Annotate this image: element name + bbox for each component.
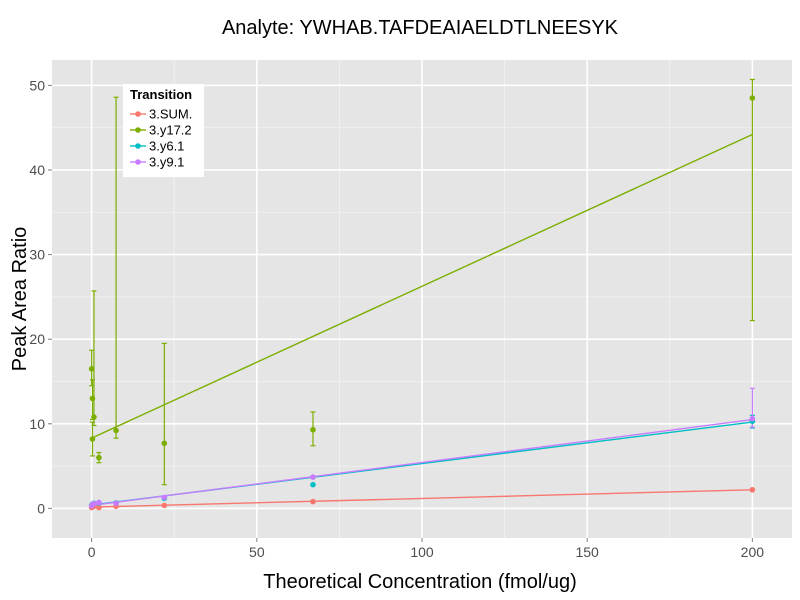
legend-label: 3.y9.1 <box>149 155 184 170</box>
legend-entry: 3.y17.2 <box>130 123 192 138</box>
legend-key-point <box>135 111 141 117</box>
legend: Transition 3.SUM.3.y17.23.y6.13.y9.1 <box>123 84 204 177</box>
error-bar <box>91 290 97 427</box>
data-point <box>161 494 168 501</box>
legend-items: 3.SUM.3.y17.23.y6.13.y9.1 <box>130 107 192 170</box>
error-bar <box>749 78 755 322</box>
fit-lines <box>91 133 753 508</box>
legend-label: 3.y17.2 <box>149 123 192 138</box>
fit-line <box>91 418 753 507</box>
data-point <box>113 427 119 434</box>
y-tick-label: 50 <box>29 77 45 93</box>
data-point <box>113 500 119 507</box>
legend-label: 3.SUM. <box>149 107 192 122</box>
y-tick-label: 20 <box>29 331 45 347</box>
data-point <box>310 498 316 505</box>
data-points <box>88 95 756 511</box>
y-tick-label: 40 <box>29 162 45 178</box>
legend-title: Transition <box>130 87 192 102</box>
data-point <box>89 436 96 442</box>
legend-key-point <box>135 127 141 133</box>
data-point <box>161 440 168 447</box>
x-axis-ticks: 0 50 100 150 200 <box>88 538 765 560</box>
data-point <box>96 499 102 506</box>
x-tick-label: 100 <box>410 544 434 560</box>
data-point <box>310 481 316 488</box>
legend-label: 3.y6.1 <box>149 139 184 154</box>
data-point <box>310 426 316 433</box>
legend-key-point <box>135 143 141 149</box>
data-point <box>91 500 97 507</box>
x-axis-title: Theoretical Concentration (fmol/ug) <box>263 571 576 593</box>
data-point <box>749 486 756 493</box>
data-point <box>96 504 102 511</box>
error-bar <box>161 342 167 486</box>
data-point <box>749 95 756 101</box>
y-tick-label: 10 <box>29 416 45 432</box>
legend-entry: 3.y9.1 <box>130 155 184 170</box>
data-point <box>749 415 756 422</box>
error-bar <box>113 96 119 439</box>
x-tick-label: 200 <box>741 544 765 560</box>
data-point <box>96 454 102 461</box>
grid-major <box>52 60 792 538</box>
data-point <box>89 395 96 402</box>
data-point <box>161 502 168 509</box>
x-tick-label: 150 <box>575 544 599 560</box>
y-tick-label: 0 <box>37 500 45 516</box>
x-tick-label: 0 <box>88 544 96 560</box>
fit-line <box>91 133 753 439</box>
data-point <box>91 414 97 420</box>
y-tick-label: 30 <box>29 247 45 263</box>
legend-entry: 3.y6.1 <box>130 139 184 154</box>
fit-line <box>91 489 753 508</box>
legend-entry: 3.SUM. <box>130 107 192 122</box>
data-point <box>310 474 316 480</box>
legend-key-point <box>135 159 141 165</box>
data-point <box>88 365 95 372</box>
chart-title: Analyte: YWHAB.TAFDEAIAELDTLNEESYK <box>222 17 619 39</box>
y-axis-title: Peak Area Ratio <box>9 227 31 372</box>
y-axis-ticks: 0 10 20 30 40 50 <box>29 77 52 516</box>
x-tick-label: 50 <box>249 544 265 560</box>
